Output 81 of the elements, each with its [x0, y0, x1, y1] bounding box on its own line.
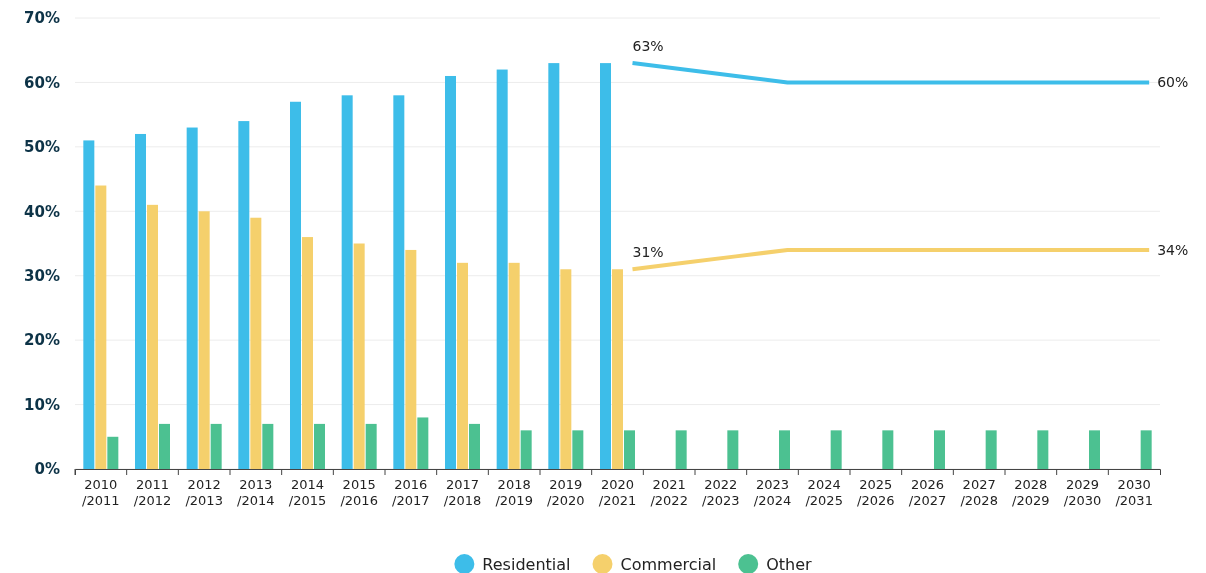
bar — [1140, 430, 1152, 469]
data-label: 60% — [1157, 74, 1189, 91]
y-tick-label: 10% — [24, 395, 60, 414]
bar — [600, 63, 611, 469]
bar — [147, 204, 158, 469]
bar — [262, 423, 274, 469]
x-tick-label: 2013/2014 — [237, 477, 275, 509]
bar — [508, 262, 520, 469]
bar — [314, 423, 325, 469]
x-tick-label: 2024/2025 — [805, 477, 843, 509]
x-tick-label: 2018/2019 — [495, 477, 533, 509]
x-tick-label: 2023/2024 — [753, 477, 792, 509]
bar — [250, 217, 262, 469]
bar — [210, 423, 222, 469]
x-tick-label: 2030/2031 — [1115, 477, 1153, 509]
bar — [290, 101, 301, 469]
bar — [469, 423, 480, 469]
x-tick-label: 2027/2028 — [960, 477, 998, 509]
bar — [675, 430, 687, 469]
data-label: 34% — [1157, 241, 1189, 258]
bar — [548, 63, 560, 469]
bar — [1089, 430, 1100, 469]
x-tick-label: 2015/2016 — [340, 477, 378, 509]
line-series — [630, 247, 1152, 272]
bar — [405, 249, 417, 469]
bar — [341, 95, 353, 469]
bar — [107, 436, 119, 469]
y-tick-label: 70% — [24, 9, 60, 28]
bar — [496, 69, 508, 469]
legend-label: Other — [766, 555, 813, 573]
x-tick-label: 2028/2029 — [1012, 477, 1050, 509]
x-tick-label: 2029/2030 — [1063, 477, 1102, 509]
data-label: 63% — [632, 38, 664, 55]
x-tick-label: 2026/2027 — [908, 477, 947, 509]
y-tick-label: 20% — [24, 331, 60, 350]
bar — [520, 430, 532, 469]
x-tick-label: 2011/2012 — [133, 477, 172, 509]
x-tick-label: 2012/2013 — [185, 477, 223, 509]
bar — [417, 417, 429, 469]
bar — [135, 133, 146, 469]
bar — [95, 185, 107, 469]
y-tick-label: 0% — [34, 460, 60, 479]
x-tick-label: 2017/2018 — [443, 477, 482, 509]
bar — [457, 262, 468, 469]
bar — [302, 237, 313, 469]
bar — [934, 430, 945, 469]
bar — [353, 243, 365, 469]
y-tick-label: 40% — [24, 202, 60, 221]
bar — [198, 211, 210, 469]
x-tick-label: 2010/2011 — [82, 477, 120, 509]
data-label: 31% — [632, 244, 664, 261]
bar — [83, 140, 95, 469]
bar — [830, 430, 842, 469]
x-tick-label: 2020/2021 — [598, 477, 637, 509]
bar — [186, 127, 198, 469]
bar — [1037, 430, 1049, 469]
bar — [882, 430, 894, 469]
bar — [985, 430, 997, 469]
x-tick-label: 2025/2026 — [857, 477, 895, 509]
bar — [159, 423, 170, 469]
x-tick-label: 2016/2017 — [392, 477, 430, 509]
legend-label: Residential — [482, 555, 571, 573]
bar — [779, 430, 790, 469]
x-tick-label: 2014/2015 — [288, 477, 327, 509]
y-tick-label: 30% — [24, 267, 60, 286]
bar — [393, 95, 405, 469]
x-tick-label: 2021/2022 — [650, 477, 688, 509]
legend-label: Commercial — [620, 555, 717, 573]
y-tick-label: 50% — [24, 138, 60, 157]
bar — [238, 121, 250, 469]
bar — [445, 75, 456, 469]
bar — [572, 430, 584, 469]
bar — [365, 423, 377, 469]
bar — [727, 430, 739, 469]
x-tick-label: 2022/2023 — [702, 477, 740, 509]
line-series — [630, 61, 1152, 85]
bar — [612, 269, 623, 469]
bar — [624, 430, 635, 469]
bar — [560, 269, 572, 469]
x-tick-label: 2019/2020 — [547, 477, 585, 509]
y-tick-label: 60% — [24, 73, 60, 92]
